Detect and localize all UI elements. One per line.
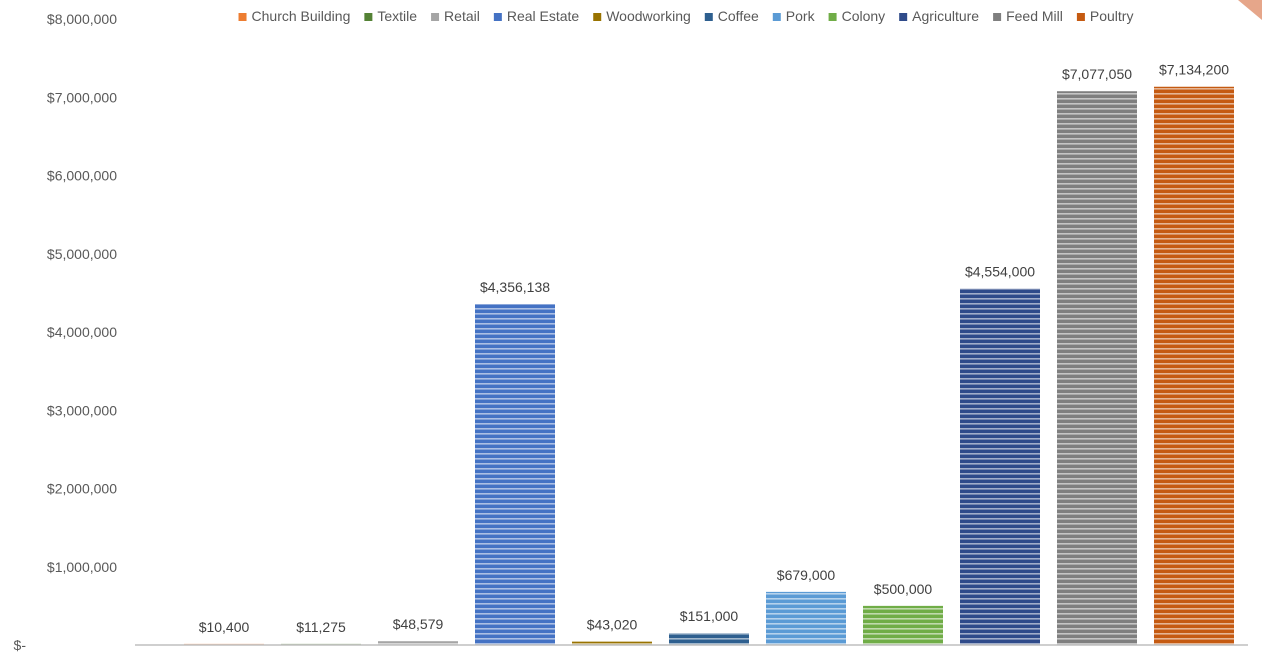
y-tick-label: $8,000,000 <box>47 11 117 27</box>
bar-coffee <box>669 633 749 645</box>
data-label-retail: $48,579 <box>393 616 444 632</box>
data-label-textile: $11,275 <box>296 619 346 635</box>
data-label-church-building: $10,400 <box>199 619 250 635</box>
legend-item: Agriculture <box>899 8 979 24</box>
legend-item: Colony <box>828 8 886 24</box>
bar-retail <box>378 641 458 645</box>
legend-swatch <box>828 13 837 21</box>
legend-item: Poultry <box>1076 8 1134 24</box>
bar-poultry <box>1154 86 1234 646</box>
y-tick-label: $5,000,000 <box>47 246 117 262</box>
bar-real-estate <box>475 304 555 645</box>
data-label-feed-mill: $7,077,050 <box>1062 66 1132 82</box>
legend-item: Feed Mill <box>993 8 1063 24</box>
data-label-agriculture: $4,554,000 <box>965 264 1035 280</box>
bar-feed-mill <box>1057 91 1137 646</box>
legend-label: Church Building <box>252 8 351 24</box>
legend: Church Building Textile Retail Real Estate W… <box>238 8 1134 24</box>
bar-woodworking <box>572 641 652 645</box>
legend-swatch <box>704 13 713 21</box>
legend-swatch <box>364 13 373 21</box>
bar-agriculture <box>960 288 1040 645</box>
y-tick-label: $7,000,000 <box>47 89 117 105</box>
legend-label: Real Estate <box>507 8 580 24</box>
legend-swatch <box>993 13 1002 21</box>
y-tick-label: $2,000,000 <box>47 481 117 497</box>
legend-label: Agriculture <box>912 8 979 24</box>
legend-item: Woodworking <box>593 8 691 24</box>
bar-colony <box>863 605 943 645</box>
bar-pork <box>766 591 846 645</box>
legend-swatch <box>493 13 502 21</box>
legend-item: Church Building <box>238 8 351 24</box>
legend-label: Woodworking <box>606 8 691 24</box>
legend-swatch <box>238 13 247 21</box>
legend-swatch <box>899 13 908 21</box>
legend-item: Pork <box>772 8 816 24</box>
y-tick-label: $1,000,000 <box>47 559 117 575</box>
legend-item: Coffee <box>704 8 759 24</box>
data-label-coffee: $151,000 <box>680 608 739 624</box>
data-label-woodworking: $43,020 <box>587 617 638 633</box>
legend-swatch <box>1076 13 1085 21</box>
data-label-pork: $679,000 <box>777 567 836 583</box>
legend-item: Textile <box>364 8 417 24</box>
data-label-colony: $500,000 <box>874 581 933 597</box>
data-label-real-estate: $4,356,138 <box>480 279 550 295</box>
data-labels: $10,400 $11,275 $48,579 $4,356,138 $43,020 $1… <box>199 62 1230 635</box>
legend-swatch <box>593 13 602 21</box>
legend-label: Retail <box>444 8 480 24</box>
y-tick-label: $3,000,000 <box>47 402 117 418</box>
legend-label: Pork <box>786 8 816 24</box>
legend-label: Poultry <box>1090 8 1134 24</box>
data-label-poultry: $7,134,200 <box>1159 62 1229 78</box>
bars <box>184 86 1234 646</box>
y-tick-label: $6,000,000 <box>47 168 117 184</box>
y-axis-tick-labels: $- $1,000,000 $2,000,000 $3,000,000 $4,000,0… <box>14 11 118 652</box>
legend-item: Real Estate <box>493 8 580 24</box>
legend-label: Textile <box>377 8 417 24</box>
legend-swatch <box>772 13 781 21</box>
y-tick-label: $4,000,000 <box>47 324 117 340</box>
legend-label: Coffee <box>718 8 759 24</box>
legend-item: Retail <box>431 8 480 24</box>
legend-label: Feed Mill <box>1006 8 1063 24</box>
legend-label: Colony <box>842 8 886 24</box>
legend-swatch <box>431 13 440 21</box>
corner-decoration-shape <box>1238 0 1262 20</box>
y-tick-label: $- <box>14 637 27 652</box>
